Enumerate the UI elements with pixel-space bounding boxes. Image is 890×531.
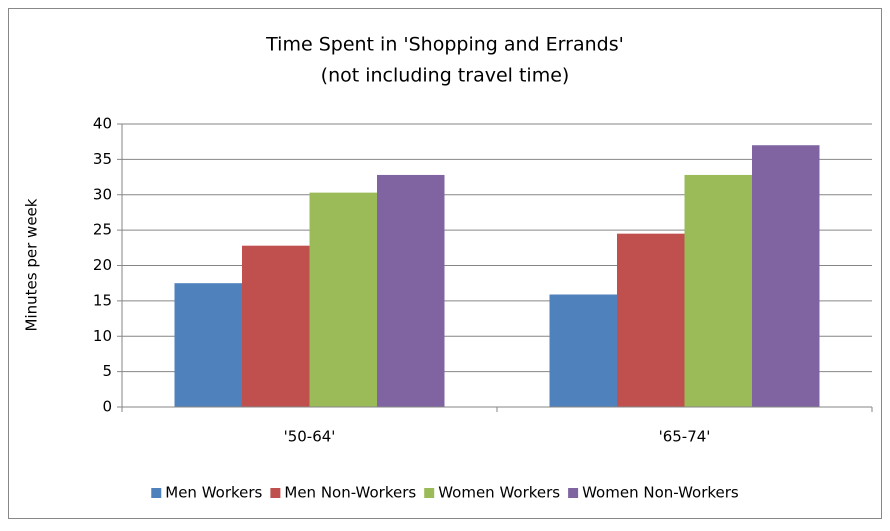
legend-label: Men Non-Workers [284,484,416,502]
legend-swatch [568,488,579,498]
legend-swatch [151,488,162,498]
y-tick-label: 10 [93,327,112,345]
legend-label: Women Non-Workers [582,484,739,502]
legend-label: Men Workers [165,484,262,502]
y-axis-label: Minutes per week [23,198,41,331]
legend-swatch [270,488,281,498]
bar [549,294,617,407]
chart-title: Time Spent in 'Shopping and Errands' [265,34,624,56]
bar [174,283,242,407]
y-tick-label: 5 [102,362,112,380]
bar [752,145,820,407]
y-tick-label: 35 [93,150,112,168]
bar [617,233,685,407]
legend-swatch [424,488,435,498]
y-tick-label: 15 [93,291,112,309]
y-tick-label: 30 [93,185,112,203]
bar [309,192,377,407]
x-tick-label: '50-64' [284,428,336,446]
bar [377,174,445,407]
bar [684,174,752,407]
bar [242,245,310,407]
y-tick-label: 25 [93,221,112,239]
y-tick-label: 0 [102,398,112,416]
chart-subtitle: (not including travel time) [321,65,570,87]
legend-label: Women Workers [438,484,560,502]
y-tick-label: 40 [93,115,112,133]
y-tick-label: 20 [93,256,112,274]
x-tick-label: '65-74' [659,428,711,446]
